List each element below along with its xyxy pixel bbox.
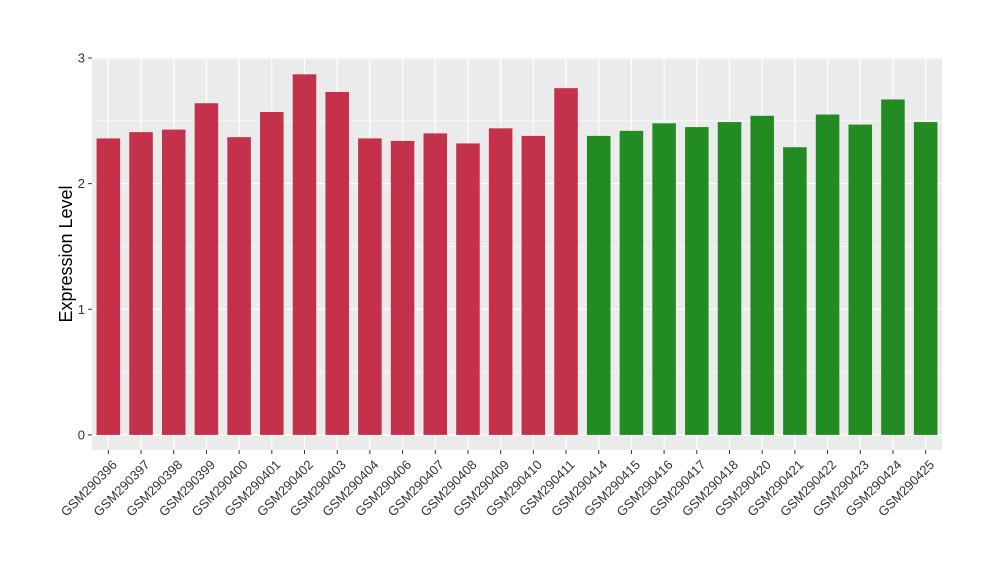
bar-GSM290397 [129,132,153,435]
bar-GSM290407 [423,133,448,435]
bar-GSM290416 [652,123,676,435]
bar-GSM290398 [161,129,186,435]
bar-GSM290417 [685,127,709,435]
bar-GSM290411 [554,88,578,435]
bar-GSM290399 [194,103,219,435]
bar-GSM290403 [325,91,349,435]
bar-GSM290420 [750,115,774,435]
bar-GSM290423 [848,124,873,435]
bar-GSM290424 [881,99,905,435]
bar-GSM290409 [488,128,513,435]
y-tick-label: 2 [78,176,85,191]
bar-GSM290400 [227,137,251,435]
y-axis-title: Expression Level [56,185,76,322]
bar-GSM290422 [815,114,840,435]
bar-GSM290414 [586,135,611,435]
bar-GSM290396 [96,138,121,435]
x-axis: GSM290396GSM290397GSM290398GSM290399GSM2… [58,450,937,519]
bar-GSM290421 [783,147,807,435]
bar-GSM290425 [913,122,938,435]
bar-GSM290404 [358,138,382,435]
bar-GSM290410 [521,135,546,435]
plot-panel [92,58,942,450]
y-tick-label: 1 [78,302,85,317]
bar-GSM290415 [619,130,644,435]
bar-GSM290401 [260,112,284,435]
bar-GSM290408 [456,143,480,435]
bar-GSM290402 [292,74,317,435]
y-tick-label: 0 [78,427,85,442]
y-tick-label: 3 [78,51,85,66]
y-axis: 0 1 2 3 [78,51,92,442]
bar-GSM290418 [717,122,742,435]
bar-GSM290406 [390,140,415,435]
bars [96,74,938,435]
